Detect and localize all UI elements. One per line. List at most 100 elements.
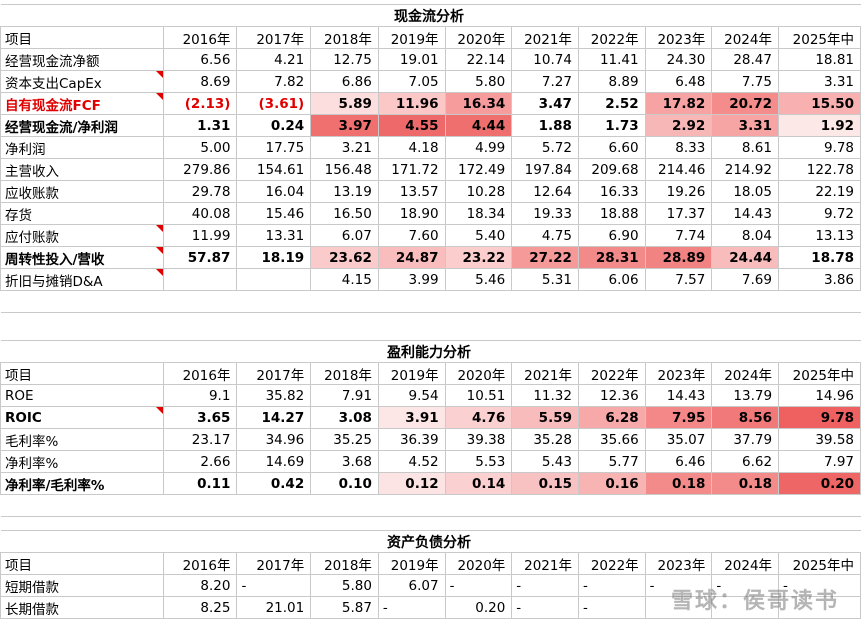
cell-value[interactable]: 14.96 bbox=[778, 384, 861, 407]
cell-value[interactable]: 3.08 bbox=[310, 406, 379, 429]
cell-value[interactable]: 14.27 bbox=[236, 406, 312, 429]
cell-value[interactable]: 5.77 bbox=[577, 450, 646, 473]
cell-value[interactable]: 7.05 bbox=[377, 70, 446, 93]
row-label[interactable]: 毛利率% bbox=[0, 428, 164, 451]
cell-value[interactable]: 17.75 bbox=[236, 136, 312, 159]
cell-value[interactable]: - bbox=[236, 574, 312, 597]
cell-value[interactable]: 8.25 bbox=[162, 596, 238, 619]
cell-value[interactable]: 0.10 bbox=[310, 472, 379, 495]
cell-value[interactable]: 4.44 bbox=[444, 114, 513, 137]
cell-value[interactable]: 22.19 bbox=[777, 180, 861, 203]
header-year[interactable]: 2021年 bbox=[511, 26, 579, 49]
cell-value[interactable]: 2.66 bbox=[162, 450, 238, 473]
cell-value[interactable]: 40.08 bbox=[162, 202, 238, 225]
cell-value[interactable]: 7.74 bbox=[644, 224, 713, 247]
cell-value[interactable]: 3.91 bbox=[377, 406, 446, 429]
cell-value[interactable]: 6.07 bbox=[310, 224, 379, 247]
cell-value[interactable]: 13.31 bbox=[236, 224, 312, 247]
cell-value[interactable]: 3.65 bbox=[162, 406, 238, 429]
cell-value[interactable] bbox=[236, 268, 312, 291]
cell-value[interactable]: 1.73 bbox=[577, 114, 646, 137]
cell-value[interactable]: 12.75 bbox=[310, 48, 379, 71]
header-year[interactable]: 2018年 bbox=[310, 362, 379, 385]
cell-value[interactable]: 8.20 bbox=[162, 574, 238, 597]
empty-cell[interactable] bbox=[511, 494, 579, 517]
cell-value[interactable]: 3.86 bbox=[777, 268, 861, 291]
cell-value[interactable]: 18.05 bbox=[711, 180, 779, 203]
cell-value[interactable]: 13.19 bbox=[310, 180, 379, 203]
cell-value[interactable]: 37.79 bbox=[711, 428, 780, 451]
cell-value[interactable]: 13.57 bbox=[377, 180, 446, 203]
header-year[interactable]: 2023年 bbox=[644, 552, 713, 575]
header-year[interactable]: 2024年 bbox=[711, 26, 779, 49]
cell-value[interactable]: 8.89 bbox=[577, 70, 646, 93]
row-label[interactable]: 周转性投入/营收 bbox=[0, 246, 164, 269]
cell-value[interactable]: 5.59 bbox=[511, 406, 579, 429]
cell-value[interactable]: 2.52 bbox=[577, 92, 646, 115]
cell-value[interactable]: 0.12 bbox=[377, 472, 446, 495]
cell-value[interactable]: 18.81 bbox=[777, 48, 861, 71]
row-label[interactable]: 主营收入 bbox=[0, 158, 164, 181]
cell-value[interactable]: 29.78 bbox=[162, 180, 238, 203]
cell-value[interactable]: 16.04 bbox=[236, 180, 312, 203]
cell-value[interactable]: 6.06 bbox=[577, 268, 646, 291]
empty-cell[interactable] bbox=[778, 290, 861, 313]
header-year[interactable]: 2022年 bbox=[577, 26, 646, 49]
header-year[interactable]: 2022年 bbox=[577, 362, 646, 385]
cell-value[interactable]: 28.89 bbox=[644, 246, 713, 269]
cell-value[interactable]: 19.33 bbox=[511, 202, 579, 225]
cell-value[interactable]: 16.34 bbox=[444, 92, 513, 115]
cell-value[interactable]: 3.99 bbox=[377, 268, 446, 291]
cell-value[interactable]: 19.26 bbox=[644, 180, 713, 203]
cell-value[interactable]: 3.31 bbox=[777, 70, 861, 93]
cell-value[interactable]: 11.99 bbox=[162, 224, 238, 247]
row-label[interactable]: 净利率% bbox=[0, 450, 164, 473]
cell-value[interactable]: 4.21 bbox=[236, 48, 312, 71]
cell-value[interactable]: 10.28 bbox=[444, 180, 513, 203]
cell-value[interactable]: 5.87 bbox=[310, 596, 379, 619]
header-year[interactable]: 2024年 bbox=[711, 552, 780, 575]
empty-cell[interactable] bbox=[310, 494, 379, 517]
cell-value[interactable]: 7.57 bbox=[644, 268, 713, 291]
cell-value[interactable]: 24.87 bbox=[377, 246, 446, 269]
cell-value[interactable]: 14.43 bbox=[644, 384, 713, 407]
cell-value[interactable]: 0.18 bbox=[711, 472, 780, 495]
row-label[interactable]: 长期借款 bbox=[0, 596, 164, 619]
empty-cell[interactable] bbox=[445, 494, 512, 517]
cell-value[interactable]: 3.47 bbox=[511, 92, 579, 115]
header-year[interactable]: 2019年 bbox=[377, 26, 446, 49]
header-year[interactable]: 2024年 bbox=[711, 362, 780, 385]
cell-value[interactable]: 23.17 bbox=[162, 428, 238, 451]
cell-value[interactable]: 11.41 bbox=[577, 48, 646, 71]
cell-value[interactable]: 279.86 bbox=[162, 158, 238, 181]
cell-value[interactable]: 36.39 bbox=[377, 428, 446, 451]
header-item[interactable]: 项目 bbox=[0, 362, 164, 385]
cell-value[interactable]: 9.1 bbox=[162, 384, 238, 407]
header-year[interactable]: 2020年 bbox=[444, 26, 513, 49]
cell-value[interactable]: 1.88 bbox=[511, 114, 579, 137]
cell-value[interactable]: 22.14 bbox=[444, 48, 513, 71]
cell-value[interactable]: 1.92 bbox=[777, 114, 861, 137]
cell-value[interactable]: 13.79 bbox=[711, 384, 780, 407]
cell-value[interactable]: 4.76 bbox=[444, 406, 513, 429]
cell-value[interactable]: - bbox=[577, 596, 646, 619]
cell-value[interactable]: 0.20 bbox=[444, 596, 513, 619]
header-year[interactable]: 2020年 bbox=[444, 362, 513, 385]
cell-value[interactable]: 5.46 bbox=[444, 268, 513, 291]
cell-value[interactable]: 18.34 bbox=[444, 202, 513, 225]
header-year[interactable]: 2018年 bbox=[310, 552, 379, 575]
empty-cell[interactable] bbox=[310, 290, 379, 313]
cell-value[interactable]: 34.96 bbox=[236, 428, 312, 451]
row-label[interactable]: ROE bbox=[0, 384, 164, 407]
header-year[interactable]: 2017年 bbox=[236, 362, 312, 385]
cell-value[interactable]: 5.00 bbox=[162, 136, 238, 159]
empty-cell[interactable] bbox=[711, 290, 779, 313]
cell-value[interactable]: 18.88 bbox=[577, 202, 646, 225]
cell-value[interactable]: 5.31 bbox=[511, 268, 579, 291]
header-year[interactable]: 2021年 bbox=[511, 362, 579, 385]
cell-value[interactable]: 156.48 bbox=[310, 158, 379, 181]
cell-value[interactable]: 4.99 bbox=[444, 136, 513, 159]
cell-value[interactable]: 27.22 bbox=[511, 246, 579, 269]
cell-value[interactable]: 6.28 bbox=[577, 406, 646, 429]
cell-value[interactable]: 16.50 bbox=[310, 202, 379, 225]
